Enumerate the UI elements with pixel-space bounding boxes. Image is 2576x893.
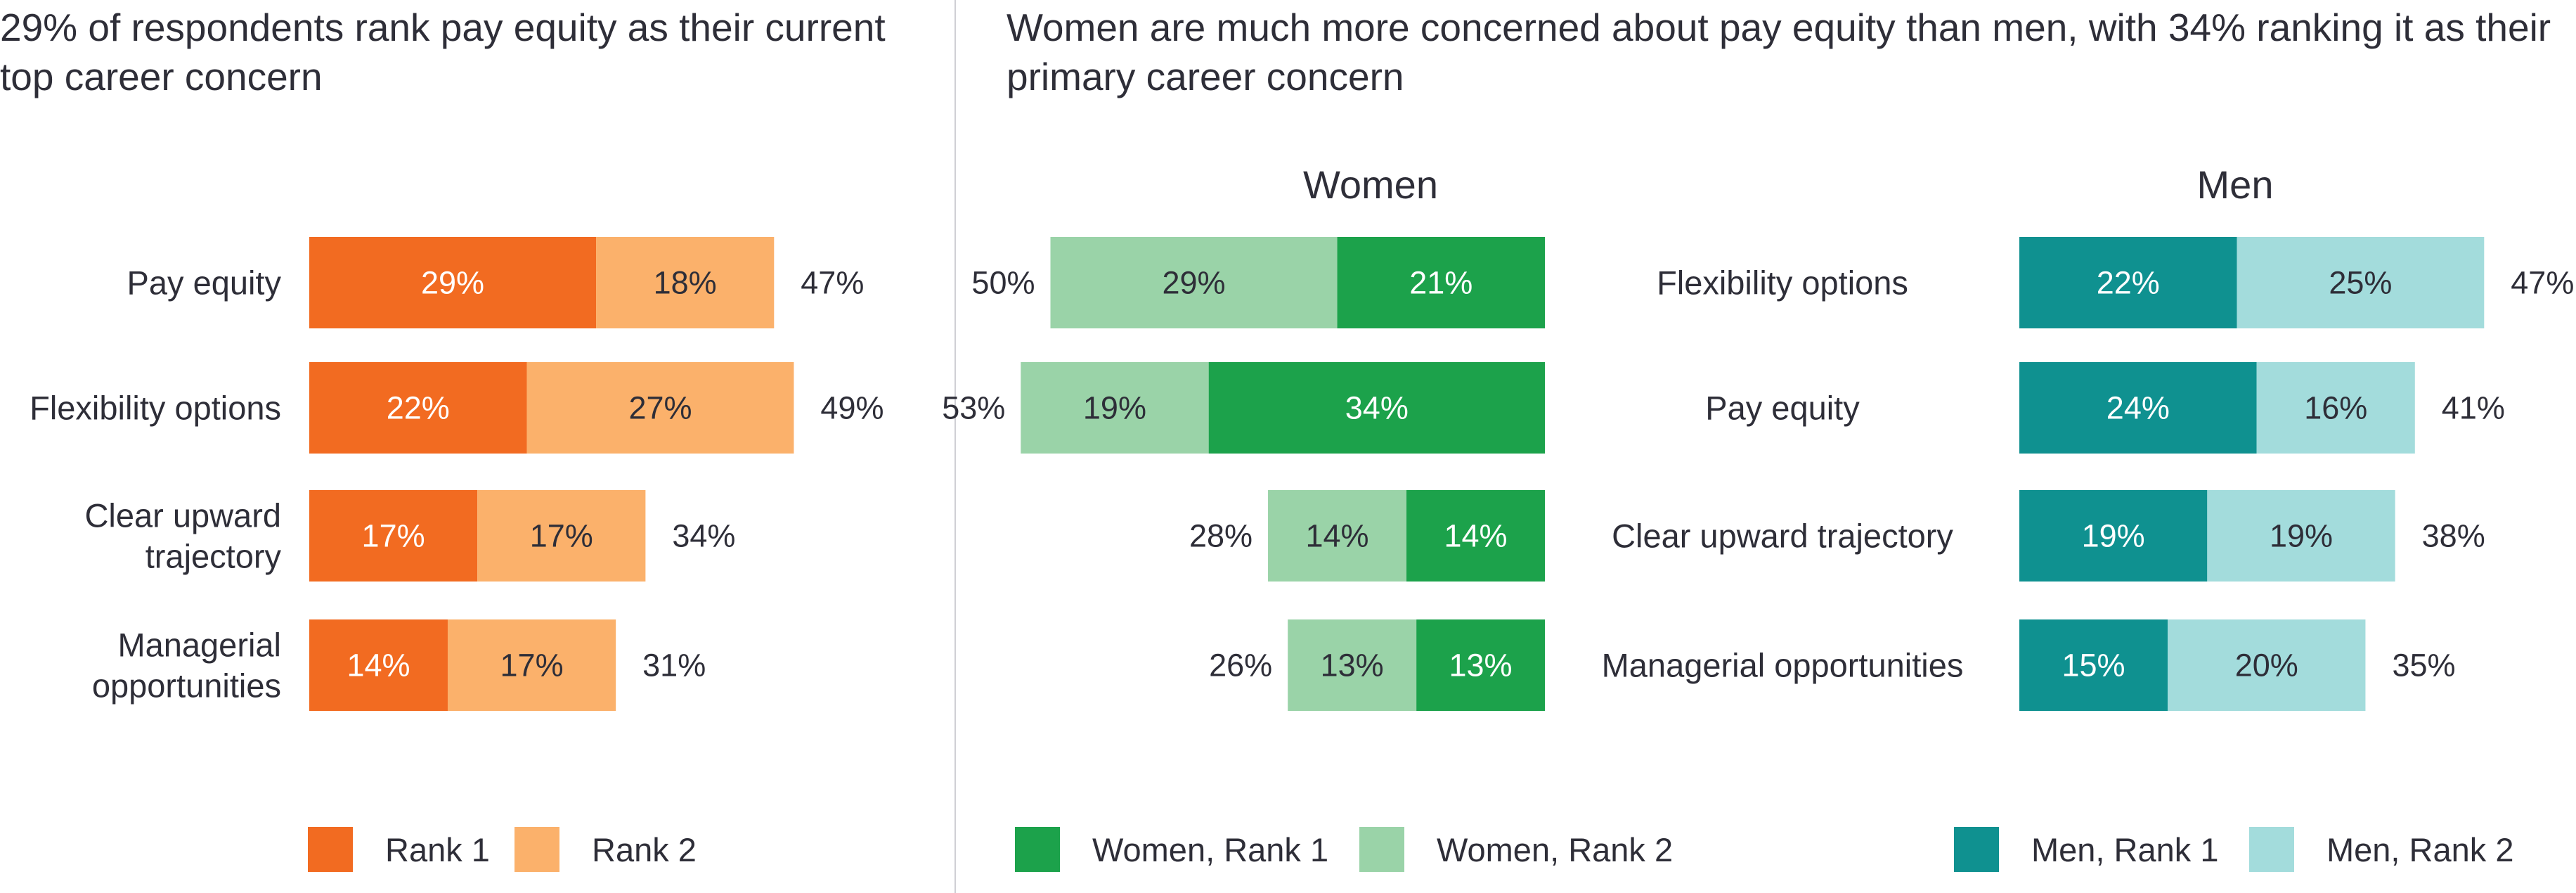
women-bar-managerial-opportunities-women-rank-1 [1416, 619, 1545, 711]
overall-total-clear-upward-trajectory: 34% [672, 518, 735, 554]
women-data-label-flexibility-options-women-rank-1: 21% [1409, 265, 1473, 301]
legend-men-rank-1: Men, Rank 1 [1954, 827, 2218, 872]
overall-bar-pay-equity-rank-2 [596, 237, 775, 328]
overall-data-label-managerial-opportunities-rank-2: 17% [500, 648, 564, 683]
women-total-clear-upward-trajectory: 28% [1189, 518, 1253, 554]
men-bar-pay-equity-men-rank-2 [2256, 362, 2415, 454]
men-total-flexibility-options: 47% [2511, 265, 2574, 301]
overall-bar-clear-upward-trajectory-rank-2 [477, 490, 646, 582]
overall-data-label-flexibility-options-rank-2: 27% [628, 390, 692, 426]
overall-bar-flexibility-options-rank-2 [526, 362, 794, 454]
men-data-label-managerial-opportunities-men-rank-2: 20% [2235, 648, 2298, 683]
legend-rank-2-label: Rank 2 [592, 830, 697, 868]
women-bar-clear-upward-trajectory-women-rank-2 [1268, 490, 1407, 582]
women-data-label-pay-equity-women-rank-2: 19% [1083, 390, 1146, 426]
overall-category-label-managerial-opportunities: Managerial [117, 627, 281, 664]
women-bar-pay-equity-women-rank-2 [1021, 362, 1209, 454]
men-total-pay-equity: 41% [2442, 390, 2505, 426]
women-total-pay-equity: 53% [942, 390, 1005, 426]
legend-rank-2: Rank 2 [514, 827, 697, 872]
legend-men-rank-2-label: Men, Rank 2 [2326, 830, 2514, 868]
legend-women-rank-2: Women, Rank 2 [1359, 827, 1673, 872]
panel-divider [954, 0, 956, 893]
legend-women-rank-2-swatch [1359, 827, 1404, 872]
men-bar-flexibility-options-men-rank-1 [2019, 237, 2237, 328]
overall-data-label-managerial-opportunities-rank-1: 14% [347, 648, 410, 683]
overall-total-managerial-opportunities: 31% [642, 648, 706, 683]
overall-total-pay-equity: 47% [801, 265, 864, 301]
legend-men-rank-2-swatch [2249, 827, 2294, 872]
left-chart-title: 29% of respondents rank pay equity as th… [0, 6, 886, 98]
men-bar-managerial-opportunities-men-rank-1 [2019, 619, 2168, 711]
legend-rank-1: Rank 1 [308, 827, 490, 872]
men-data-label-pay-equity-men-rank-2: 16% [2304, 390, 2367, 426]
men-total-clear-upward-trajectory: 38% [2422, 518, 2485, 554]
legend-women-rank-2-label: Women, Rank 2 [1437, 830, 1674, 868]
overall-category-label-pay-equity: Pay equity [127, 264, 282, 302]
women-bar-flexibility-options-women-rank-1 [1337, 237, 1545, 328]
women-data-label-clear-upward-trajectory-women-rank-1: 14% [1444, 518, 1507, 554]
women-bar-flexibility-options-women-rank-2 [1050, 237, 1338, 328]
men-bar-clear-upward-trajectory-men-rank-2 [2207, 490, 2395, 582]
legend-men-rank-1-swatch [1954, 827, 1999, 872]
overall-bar-pay-equity-rank-1 [309, 237, 597, 328]
men-category-label-clear-upward-trajectory: Clear upward trajectory [1612, 518, 1953, 555]
overall-category-label-managerial-opportunities: opportunities [92, 667, 281, 705]
overall-data-label-flexibility-options-rank-1: 22% [387, 390, 450, 426]
overall-data-label-pay-equity-rank-1: 29% [421, 265, 484, 301]
women-data-label-managerial-opportunities-women-rank-1: 13% [1449, 648, 1513, 683]
women-data-label-clear-upward-trajectory-women-rank-2: 14% [1305, 518, 1368, 554]
women-data-label-pay-equity-women-rank-1: 34% [1345, 390, 1409, 426]
men-bar-flexibility-options-men-rank-2 [2237, 237, 2485, 328]
overall-data-label-clear-upward-trajectory-rank-2: 17% [530, 518, 593, 554]
men-category-label-pay-equity: Pay equity [1705, 390, 1860, 427]
overall-category-label-flexibility-options: Flexibility options [30, 390, 281, 427]
men-data-label-clear-upward-trajectory-men-rank-2: 19% [2270, 518, 2333, 554]
women-data-label-flexibility-options-women-rank-2: 29% [1162, 265, 1225, 301]
men-bar-managerial-opportunities-men-rank-2 [2168, 619, 2366, 711]
legend-rank-1-label: Rank 1 [385, 830, 490, 868]
women-bar-managerial-opportunities-women-rank-2 [1288, 619, 1417, 711]
men-data-label-flexibility-options-men-rank-1: 22% [2097, 265, 2160, 301]
women-subheading: Women [1303, 162, 1438, 207]
women-bar-pay-equity-women-rank-1 [1208, 362, 1545, 454]
men-category-label-flexibility-options: Flexibility options [1657, 264, 1908, 302]
overall-data-label-pay-equity-rank-2: 18% [654, 265, 717, 301]
overall-bar-flexibility-options-rank-1 [309, 362, 527, 454]
men-data-label-pay-equity-men-rank-1: 24% [2106, 390, 2170, 426]
right-chart-title: Women are much more concerned about pay … [1007, 6, 2551, 98]
women-data-label-managerial-opportunities-women-rank-2: 13% [1321, 648, 1384, 683]
men-category-label-managerial-opportunities: Managerial opportunities [1602, 647, 1964, 684]
legend-men-rank-1-label: Men, Rank 1 [2031, 830, 2219, 868]
legend-women-rank-1-swatch [1015, 827, 1060, 872]
overall-bar-clear-upward-trajectory-rank-1 [309, 490, 478, 582]
women-total-managerial-opportunities: 26% [1209, 648, 1272, 683]
men-data-label-managerial-opportunities-men-rank-1: 15% [2062, 648, 2125, 683]
overall-bar-managerial-opportunities-rank-1 [309, 619, 448, 711]
legend-women-rank-1-label: Women, Rank 1 [1092, 830, 1329, 868]
legend-rank-1-swatch [308, 827, 353, 872]
overall-total-flexibility-options: 49% [820, 390, 884, 426]
men-total-managerial-opportunities: 35% [2392, 648, 2455, 683]
women-bar-clear-upward-trajectory-women-rank-1 [1406, 490, 1545, 582]
overall-category-label-clear-upward-trajectory: trajectory [145, 538, 282, 575]
men-subheading: Men [2196, 162, 2274, 207]
women-total-flexibility-options: 50% [971, 265, 1035, 301]
men-data-label-flexibility-options-men-rank-2: 25% [2329, 265, 2392, 301]
legend-women-rank-1: Women, Rank 1 [1015, 827, 1328, 872]
men-data-label-clear-upward-trajectory-men-rank-1: 19% [2082, 518, 2145, 554]
legend-rank-2-swatch [514, 827, 559, 872]
men-bar-pay-equity-men-rank-1 [2019, 362, 2257, 454]
legend-men-rank-2: Men, Rank 2 [2249, 827, 2513, 872]
overall-bar-managerial-opportunities-rank-2 [447, 619, 616, 711]
overall-category-label-clear-upward-trajectory: Clear upward [84, 497, 281, 534]
overall-data-label-clear-upward-trajectory-rank-1: 17% [362, 518, 425, 554]
men-bar-clear-upward-trajectory-men-rank-1 [2019, 490, 2208, 582]
